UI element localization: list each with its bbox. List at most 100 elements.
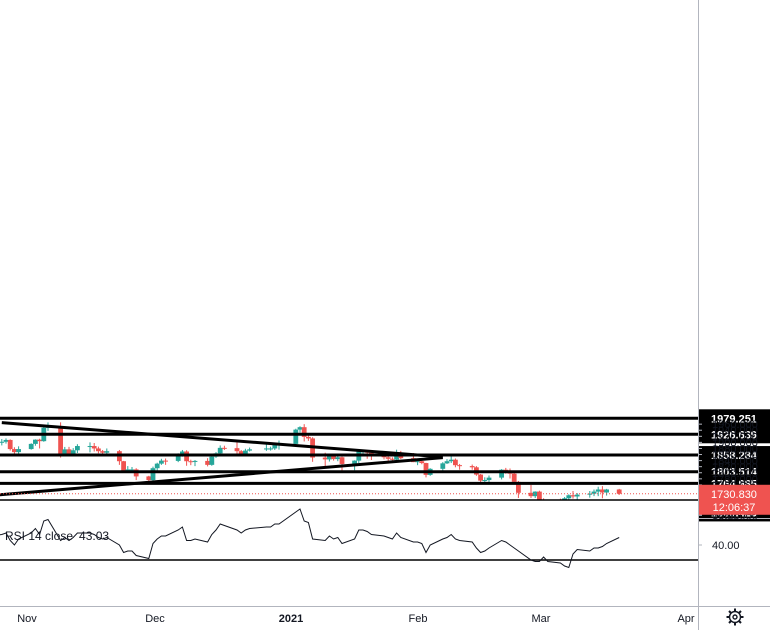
candle [364,450,370,459]
candle-body [574,494,580,497]
candle [566,494,572,501]
candle-body [528,492,534,497]
ohlc-legend: O1745.054 H1747.046 L1727.345 C1730.830 … [0,7,363,21]
candle-body [205,460,210,465]
candle [511,471,517,484]
candle-body [398,453,404,459]
candle [150,466,156,481]
level-tag [699,474,770,493]
candle-body [188,461,194,463]
y-tick-label: 1700.000 [712,498,758,510]
candle [62,446,68,457]
level-tag [699,503,770,522]
candle [121,460,126,473]
candle-body [360,451,366,453]
rsi-tick-label: 60.00 [712,510,740,522]
candle-body [100,451,105,453]
y-tick-label: 1680.000 [712,504,758,516]
candle [440,462,446,471]
y-tick-label: 1940.000 [712,425,758,437]
candle [12,447,17,455]
ohlc-open: O1745.054 [0,7,60,21]
candle-body [423,463,429,475]
candle-body [293,429,299,444]
candle [352,460,357,471]
candle [411,453,416,463]
candle [104,448,110,454]
candle-body [159,460,164,464]
candle [457,463,462,470]
candle [37,438,42,449]
candle-body [272,444,278,449]
candle-body [154,463,160,469]
candle-body [3,439,9,442]
candle [301,424,307,442]
candle-body [306,436,311,439]
candle-body [104,451,110,453]
candle [335,455,341,462]
gear-icon[interactable] [726,608,744,626]
candle [604,488,609,496]
candle-body [175,453,181,461]
candle [390,457,395,463]
candle [562,497,567,510]
candle [327,453,332,462]
candle-body [457,465,462,467]
candle-body [192,460,198,462]
y-tick-label: 1660.000 [712,510,758,522]
candle-body [331,455,336,460]
candle [545,500,551,508]
ohlc-close: C1730.830 [196,7,256,21]
candle-body [427,468,433,475]
candle [272,443,278,450]
current-price-label: 1730.830 [711,489,757,501]
candle-body [335,457,341,460]
candle-body [532,491,538,497]
rsi-tick-label: 40.00 [712,540,740,552]
candle [482,477,488,484]
candle-body [37,439,42,442]
x-tick-label: Dec [145,613,165,625]
candle-body [595,489,601,492]
level-label: 1803.514 [711,467,758,479]
x-tick-label: Mar [532,613,551,625]
candle-body [545,502,551,504]
level-label: 1979.251 [711,413,757,425]
eye-hidden-icon[interactable] [30,61,50,77]
candle [331,453,336,461]
candle [45,422,51,431]
candle-body [499,469,504,478]
candle-body [184,451,189,462]
level-tag [699,425,770,444]
candle-body [180,451,185,454]
sell-button[interactable]: 1730.578 [5,31,68,53]
candle [486,475,492,485]
candle-body [16,449,21,453]
candle [591,489,597,497]
candle-body [444,461,450,464]
candle [16,446,21,455]
candle [70,448,76,456]
candle [209,455,215,466]
candle-body [163,460,168,462]
candle [423,462,429,478]
buy-button[interactable]: 1731.082 [110,31,173,53]
candle [117,449,122,465]
candle [322,452,328,468]
y-tick-label: 1900.000 [712,437,758,449]
candle [66,446,72,456]
candle [28,443,34,450]
candle-body [381,456,387,458]
candle-body [87,446,93,448]
candle-body [146,476,152,481]
candles [0,422,622,511]
trendline [0,456,443,497]
candle-body [264,448,269,450]
y-tick-label: 1820.000 [712,462,758,474]
candle-body [41,427,47,442]
candle [276,440,282,450]
candle-body [96,448,101,452]
candle-body [600,489,605,493]
candle [205,458,210,467]
candle [293,428,299,444]
